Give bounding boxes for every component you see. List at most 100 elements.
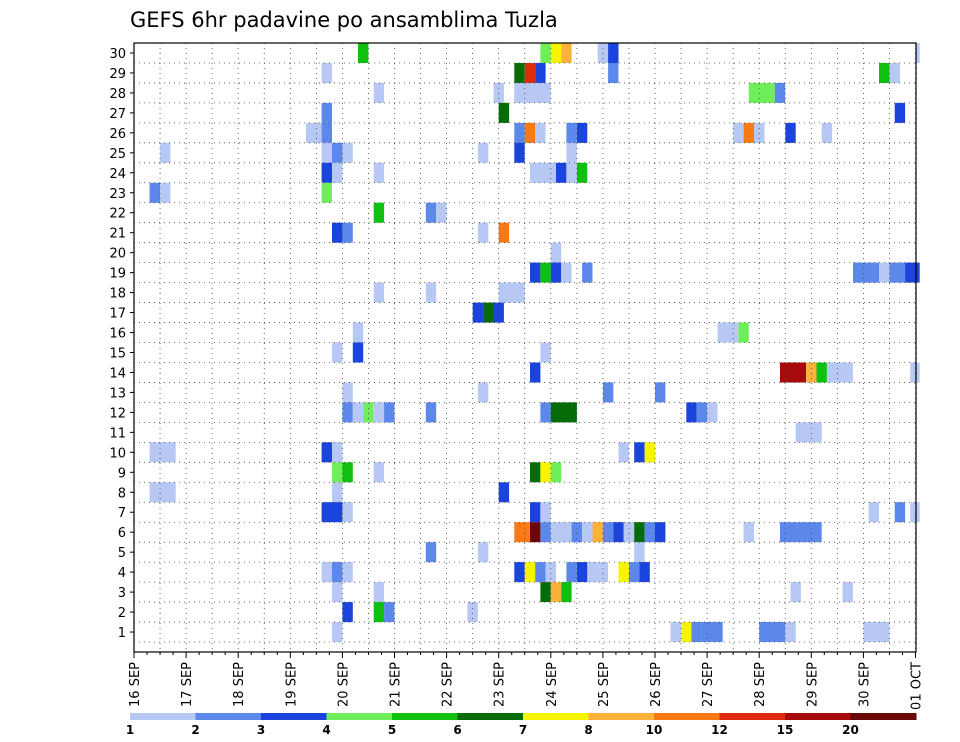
y-tick-label-3: 3	[118, 586, 126, 601]
precip-cell-m25-34	[160, 142, 171, 163]
x-tick-label: 23 SEP	[493, 662, 508, 707]
precip-cell-m4-155	[639, 562, 650, 583]
precip-cell-m26-30	[743, 122, 754, 143]
x-tick-label: 18 SEP	[232, 662, 247, 707]
precip-cell-m6-128	[571, 522, 582, 543]
precip-cell-m22-52	[425, 202, 437, 223]
precip-cell-m21-57	[498, 222, 510, 243]
precip-cell-m12-96	[540, 402, 551, 423]
y-tick-label-18: 18	[109, 287, 126, 302]
precip-cell-m12-94	[384, 402, 395, 423]
precip-cell-m26-28	[576, 122, 588, 143]
precip-cell-m4-151	[587, 562, 598, 583]
precip-cell-m12-90	[342, 402, 353, 423]
y-tick-label-10: 10	[109, 446, 126, 461]
y-tick-label-2: 2	[118, 606, 126, 621]
precip-cell-m6-125	[530, 522, 541, 543]
y-tick-label-26: 26	[109, 127, 126, 142]
precip-cell-m19-66	[889, 262, 906, 283]
precip-cell-m4-154	[629, 562, 640, 583]
precip-cell-m1-170	[691, 622, 702, 642]
y-tick-label-28: 28	[109, 87, 126, 102]
y-tick-label-12: 12	[109, 406, 126, 421]
x-tick-label: 30 SEP	[857, 662, 872, 707]
colorbar-label: 12	[711, 723, 728, 737]
precip-cell-m21-55	[342, 222, 353, 243]
precip-cell-m1-173	[785, 622, 796, 642]
precip-cell-m10-102	[149, 442, 176, 463]
precip-cell-m9-113	[550, 462, 562, 483]
precip-cell-m14-83	[816, 362, 827, 383]
precip-cell-m7-121	[868, 502, 879, 523]
precip-cell-m7-120	[540, 502, 551, 523]
colorbar-label: 10	[646, 723, 663, 737]
precip-cell-m17-72	[483, 302, 494, 323]
precip-cell-m16-75	[717, 322, 739, 343]
precip-cell-m4-145	[514, 562, 525, 583]
precip-cell-m27-19	[321, 102, 332, 123]
precip-cell-m22-53	[436, 202, 447, 223]
precip-cell-m4-153	[618, 562, 629, 583]
precip-cell-m29-9	[524, 63, 536, 83]
precip-cell-m21-54	[332, 222, 343, 243]
precip-cell-m21-56	[477, 222, 489, 243]
colorbar-label: 7	[519, 723, 527, 737]
precip-cell-m15-77	[332, 342, 343, 363]
colorbar: 1 2 3 4 5 6 7 8 10 12 15 20	[126, 713, 917, 737]
precip-cell-m26-22	[305, 122, 322, 143]
x-tick-label: 21 SEP	[389, 662, 404, 707]
precip-cell-m16-74	[352, 322, 364, 343]
precip-cell-m6-131	[602, 522, 614, 543]
y-tick-label-17: 17	[109, 307, 126, 322]
precip-cell-m26-26	[535, 122, 546, 143]
precip-cell-m10-107	[644, 442, 655, 463]
precip-cell-m18-70	[498, 282, 525, 303]
precip-cell-m12-97	[550, 402, 577, 423]
precip-cell-m19-67	[905, 262, 920, 283]
y-tick-label-19: 19	[109, 267, 126, 282]
precip-cell-m29-12	[879, 63, 890, 83]
precip-cell-m13-88	[602, 382, 614, 403]
precip-cell-m7-119	[530, 502, 541, 523]
precip-cell-m26-33	[821, 122, 833, 143]
precip-cell-m12-95	[425, 402, 437, 423]
precip-cell-m1-168	[670, 622, 681, 642]
precip-cell-m2-166	[467, 602, 478, 623]
x-tick-label: 26 SEP	[649, 662, 664, 707]
precip-cell-m29-13	[889, 63, 900, 83]
y-tick-label-29: 29	[109, 67, 126, 82]
x-tick-label: 22 SEP	[441, 662, 456, 707]
precip-cell-m23-49	[160, 182, 171, 203]
colorbar-label: 4	[322, 723, 330, 737]
precip-cell-m6-124	[514, 522, 530, 543]
precip-cell-m14-81	[780, 362, 806, 383]
precip-cell-m15-78	[352, 342, 364, 363]
precip-cell-m29-10	[535, 63, 546, 83]
precip-cell-m9-112	[540, 462, 551, 483]
precip-cell-m24-41	[321, 162, 332, 183]
colorbar-swatch	[850, 713, 917, 720]
precip-cell-m4-143	[332, 562, 343, 583]
precip-cell-m6-135	[644, 522, 655, 543]
precip-cell-m16-76	[738, 322, 749, 343]
colorbar-swatch	[588, 713, 655, 720]
precip-cell-m1-171	[701, 622, 723, 642]
y-tick-label-8: 8	[118, 486, 126, 501]
precip-cell-m12-93	[373, 402, 385, 423]
precip-cell-m19-61	[550, 262, 562, 283]
precip-cell-m28-15	[493, 82, 504, 103]
y-tick-label-4: 4	[118, 566, 126, 581]
precip-cell-m26-31	[754, 122, 765, 143]
precip-cell-m8-115	[332, 482, 343, 503]
precip-cell-m6-132	[613, 522, 624, 543]
y-tick-label-9: 9	[118, 466, 126, 481]
precip-cell-m6-133	[623, 522, 635, 543]
precip-cell-m3-161	[790, 582, 801, 603]
y-tick-label-25: 25	[109, 147, 126, 162]
x-axis: 16 SEP 17 SEP 18 SEP 19 SEP 20 SEP 21 SEP 22 S…	[128, 652, 925, 710]
y-tick-label-22: 22	[109, 207, 126, 222]
precip-cell-m3-157	[373, 582, 385, 603]
precip-cell-m24-42	[332, 162, 343, 183]
x-tick-label: 19 SEP	[284, 662, 299, 707]
precip-cell-m30-3	[561, 43, 572, 63]
